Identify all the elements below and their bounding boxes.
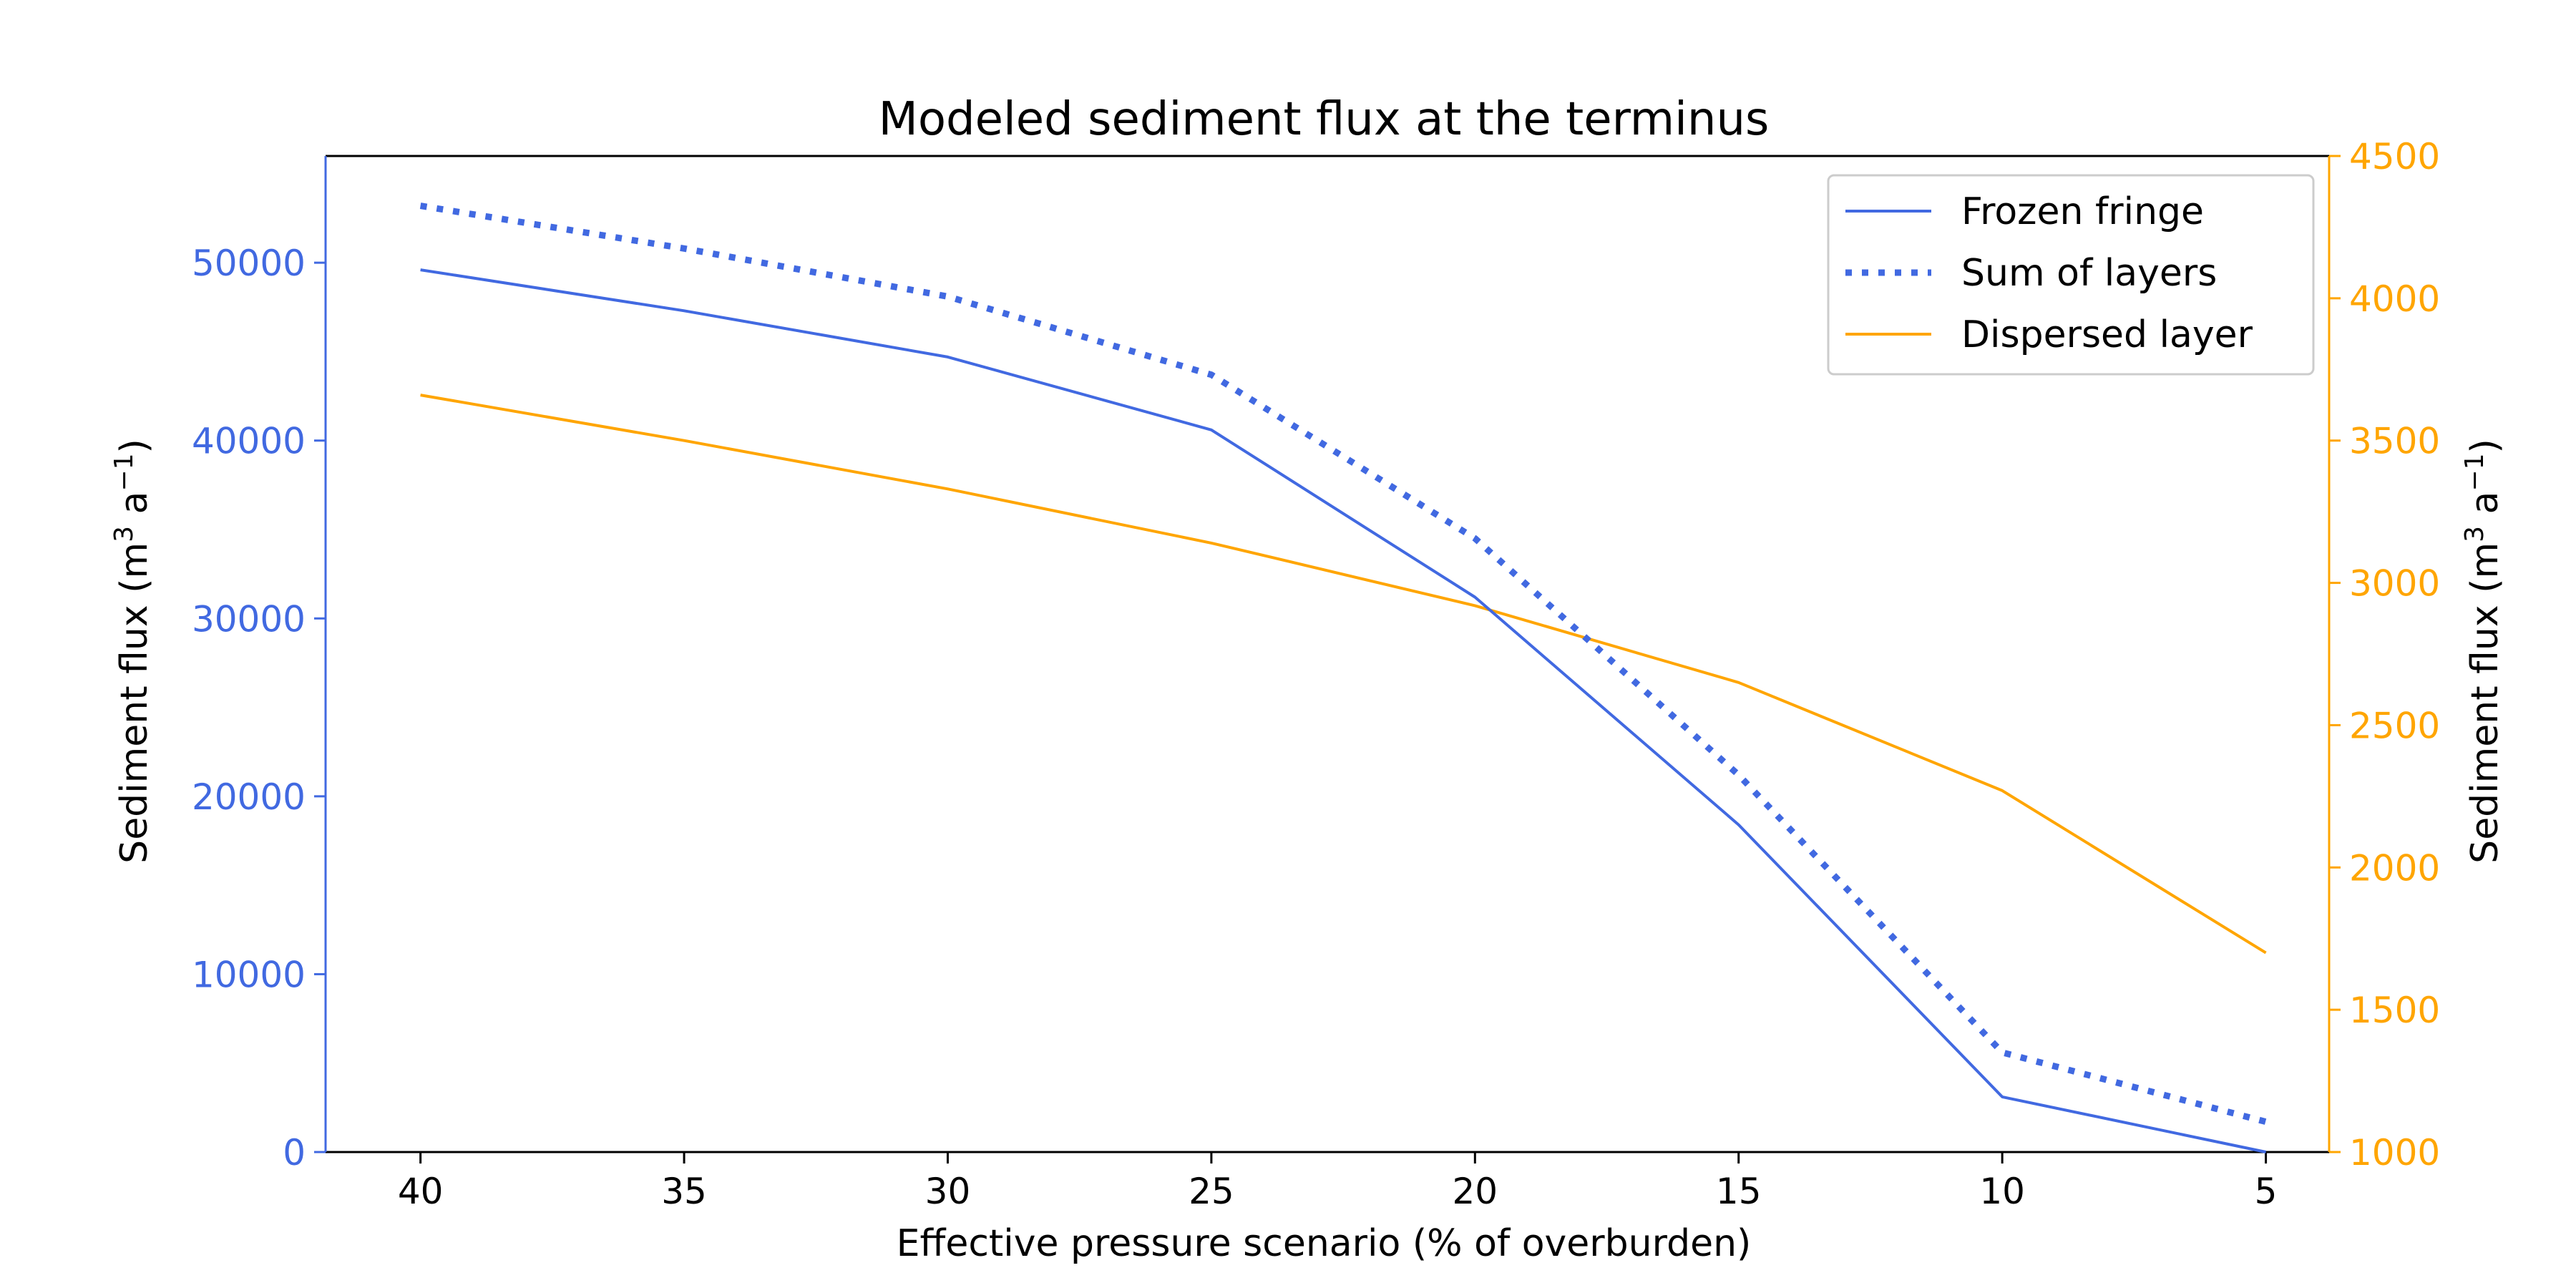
y-left-tick-label: 50000: [192, 243, 306, 284]
y-right-tick-label: 2000: [2349, 847, 2440, 889]
legend-label: Sum of layers: [1961, 252, 2217, 295]
y-axis-left-title: Sediment flux (m3 a−1): [109, 439, 157, 864]
series-frozen-fringe: [420, 268, 2267, 1153]
axes: 40 35 30 25 20 15 10 5 0 10000 20000 30000 40000 5000…: [192, 136, 2440, 1212]
y-left-tick-label: 20000: [192, 776, 306, 818]
y-axis-right-title: Sediment flux (m3 a−1): [2460, 439, 2507, 864]
y-left-tick-label: 0: [283, 1132, 306, 1174]
y-right-tick-label: 3500: [2349, 421, 2440, 462]
y-right-tick-label: 1000: [2349, 1132, 2440, 1174]
chart-title: Modeled sediment flux at the terminus: [879, 93, 1770, 146]
x-axis-title: Effective pressure scenario (% of overbu…: [897, 1222, 1752, 1265]
legend: Frozen fringe Sum of layers Dispersed laye…: [1827, 174, 2315, 376]
x-tick-label: 40: [398, 1171, 444, 1212]
x-tick-label: 30: [925, 1171, 971, 1212]
legend-label: Frozen fringe: [1961, 190, 2204, 233]
series-dispersed-layer: [420, 394, 2267, 955]
y-right-tick-label: 1500: [2349, 990, 2440, 1031]
x-tick-label: 10: [1979, 1171, 2025, 1212]
plot-area: [419, 203, 2267, 1153]
legend-label: Dispersed layer: [1961, 313, 2253, 356]
x-tick-label: 25: [1189, 1171, 1234, 1212]
y-right-tick-label: 4000: [2349, 278, 2440, 320]
y-left-tick-label: 10000: [192, 954, 306, 995]
x-tick-label: 20: [1453, 1171, 1498, 1212]
x-tick-label: 5: [2255, 1171, 2278, 1212]
y-right-tick-label: 4500: [2349, 136, 2440, 177]
y-left-tick-label: 30000: [192, 598, 306, 640]
y-right-tick-label: 3000: [2349, 563, 2440, 605]
x-tick-label: 35: [661, 1171, 707, 1212]
x-tick-label: 15: [1716, 1171, 1762, 1212]
y-right-tick-label: 2500: [2349, 705, 2440, 746]
legend-box: [1827, 174, 2315, 376]
y-left-tick-label: 40000: [192, 421, 306, 462]
